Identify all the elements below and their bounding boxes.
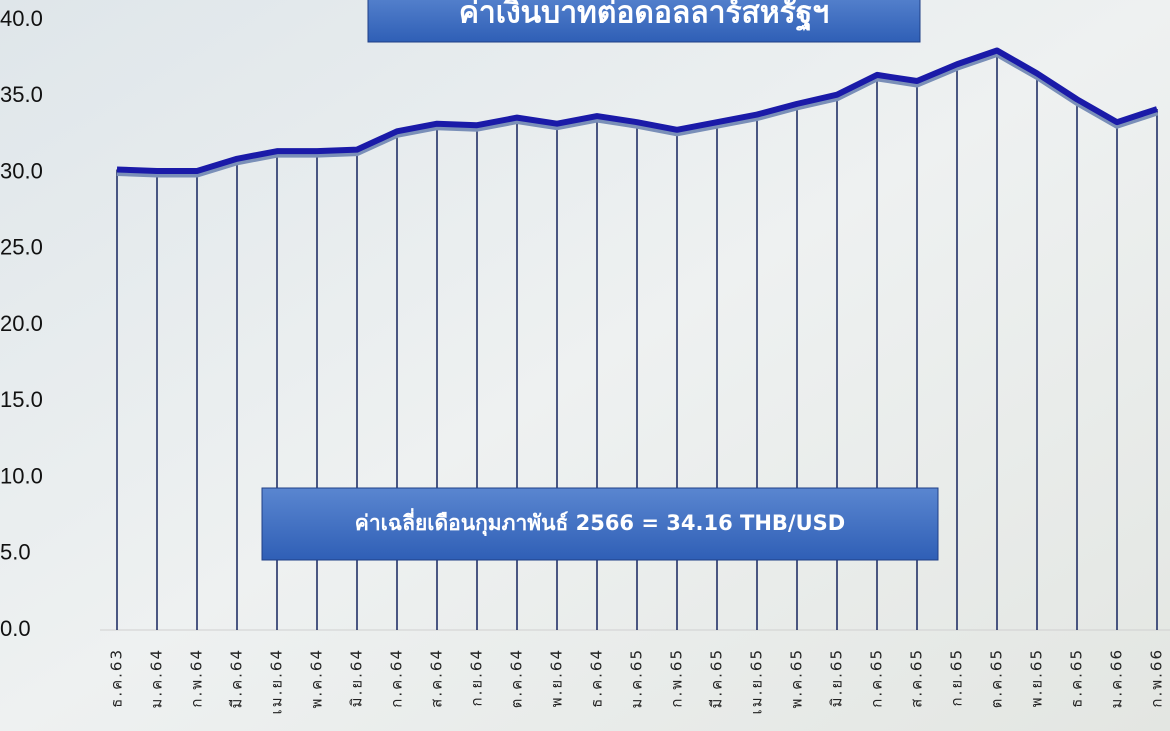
x-tick-label: พ.ย.65 xyxy=(1028,648,1046,707)
x-tick-label: ก.พ.64 xyxy=(188,648,206,708)
x-tick-label: ม.ค.64 xyxy=(148,648,166,709)
y-tick-label: 35.0 xyxy=(0,82,43,107)
y-tick-label: 10.0 xyxy=(0,463,43,488)
annotation: ค่าเฉลี่ยเดือนกุมภาพันธ์ 2566 = 34.16 TH… xyxy=(355,507,845,537)
y-tick-label: 0.0 xyxy=(0,616,31,641)
x-tick-label: ส.ค.65 xyxy=(908,648,926,708)
y-tick-label: 25.0 xyxy=(0,235,43,260)
y-tick-label: 15.0 xyxy=(0,387,43,412)
x-tick-label: ต.ค.65 xyxy=(988,648,1006,708)
x-tick-label: เม.ย.65 xyxy=(748,648,766,714)
x-tick-label: ธ.ค.64 xyxy=(588,648,606,708)
annotation-box xyxy=(261,487,939,561)
chart-title: ค่าเงินบาทต่อดอลลาร์สหรัฐฯ xyxy=(459,0,829,33)
x-tick-label: ส.ค.64 xyxy=(428,648,446,708)
x-tick-label: ม.ค.65 xyxy=(628,648,646,709)
title-box xyxy=(367,0,921,43)
y-tick-label: 30.0 xyxy=(0,158,43,183)
data-line xyxy=(116,47,1158,174)
x-tick-label: ธ.ค.63 xyxy=(108,648,126,708)
x-tick-label: มี.ค.64 xyxy=(228,648,246,709)
x-tick-label: มิ.ย.64 xyxy=(348,648,366,707)
x-tick-label: พ.ค.64 xyxy=(308,648,326,709)
y-tick-label: 40.0 xyxy=(0,6,43,31)
x-tick-label: มี.ค.65 xyxy=(708,648,726,709)
x-tick-label: พ.ค.65 xyxy=(788,648,806,709)
x-tick-label: ธ.ค.65 xyxy=(1068,648,1086,708)
x-tick-label: พ.ย.64 xyxy=(548,648,566,707)
x-tick-label: ก.พ.65 xyxy=(668,648,686,708)
x-tick-label: เม.ย.64 xyxy=(268,648,286,714)
y-tick-label: 5.0 xyxy=(0,540,31,565)
x-tick-label: ก.ค.65 xyxy=(868,648,886,708)
x-tick-label: ม.ค.66 xyxy=(1108,648,1126,709)
x-tick-label: ก.ย.65 xyxy=(948,648,966,707)
y-tick-label: 20.0 xyxy=(0,311,43,336)
x-tick-label: ก.ย.64 xyxy=(468,648,486,707)
x-tick-label: ก.ค.64 xyxy=(388,648,406,708)
x-tick-label: ต.ค.64 xyxy=(508,648,526,708)
x-tick-label: มิ.ย.65 xyxy=(828,648,846,707)
x-tick-label: ก.พ.66 xyxy=(1148,648,1166,708)
